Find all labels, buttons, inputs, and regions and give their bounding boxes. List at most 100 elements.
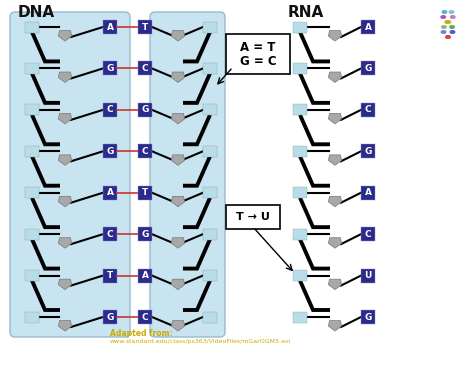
FancyBboxPatch shape <box>361 186 375 200</box>
FancyBboxPatch shape <box>103 144 117 158</box>
Polygon shape <box>172 238 184 248</box>
Text: Adapted from:: Adapted from: <box>110 329 173 338</box>
FancyBboxPatch shape <box>103 20 117 34</box>
FancyBboxPatch shape <box>293 104 307 115</box>
Ellipse shape <box>445 35 451 39</box>
FancyBboxPatch shape <box>293 22 307 33</box>
Text: C: C <box>142 312 148 321</box>
FancyBboxPatch shape <box>25 312 39 323</box>
FancyBboxPatch shape <box>203 229 217 240</box>
Polygon shape <box>328 279 342 290</box>
Text: C: C <box>142 64 148 73</box>
Text: T: T <box>142 188 148 197</box>
FancyBboxPatch shape <box>25 146 39 157</box>
Text: C: C <box>107 230 113 239</box>
FancyBboxPatch shape <box>103 186 117 200</box>
FancyBboxPatch shape <box>138 103 152 117</box>
Text: G = C: G = C <box>240 55 276 68</box>
Polygon shape <box>172 196 184 207</box>
Polygon shape <box>58 113 72 124</box>
Polygon shape <box>172 321 184 331</box>
Text: A: A <box>142 271 148 280</box>
FancyBboxPatch shape <box>138 227 152 241</box>
Text: G: G <box>365 312 372 321</box>
FancyBboxPatch shape <box>293 63 307 74</box>
Polygon shape <box>328 238 342 248</box>
FancyBboxPatch shape <box>138 269 152 283</box>
FancyBboxPatch shape <box>203 63 217 74</box>
Ellipse shape <box>449 30 456 34</box>
FancyBboxPatch shape <box>203 22 217 33</box>
FancyBboxPatch shape <box>203 146 217 157</box>
FancyBboxPatch shape <box>361 103 375 117</box>
Text: U: U <box>365 271 372 280</box>
FancyBboxPatch shape <box>25 229 39 240</box>
Ellipse shape <box>450 15 456 19</box>
Text: G: G <box>106 312 114 321</box>
FancyBboxPatch shape <box>138 61 152 76</box>
Polygon shape <box>172 279 184 290</box>
Polygon shape <box>328 30 342 41</box>
Ellipse shape <box>448 10 455 14</box>
Ellipse shape <box>445 35 451 39</box>
Ellipse shape <box>440 15 446 19</box>
Polygon shape <box>172 72 184 83</box>
Polygon shape <box>328 155 342 166</box>
Text: T: T <box>107 271 113 280</box>
Ellipse shape <box>440 30 447 34</box>
FancyBboxPatch shape <box>138 310 152 324</box>
Polygon shape <box>328 321 342 331</box>
FancyBboxPatch shape <box>361 61 375 76</box>
FancyBboxPatch shape <box>103 61 117 76</box>
FancyBboxPatch shape <box>138 20 152 34</box>
Text: G: G <box>365 64 372 73</box>
FancyBboxPatch shape <box>293 187 307 198</box>
FancyBboxPatch shape <box>361 144 375 158</box>
FancyBboxPatch shape <box>25 22 39 33</box>
FancyBboxPatch shape <box>226 34 290 74</box>
Polygon shape <box>58 196 72 207</box>
Polygon shape <box>58 279 72 290</box>
Ellipse shape <box>441 25 447 29</box>
Polygon shape <box>172 155 184 166</box>
Text: G: G <box>141 105 149 115</box>
Text: www.standard.edu/class/ps363/VideoFiles/mGarOGM3.avi: www.standard.edu/class/ps363/VideoFiles/… <box>110 339 292 344</box>
Polygon shape <box>58 321 72 331</box>
FancyBboxPatch shape <box>103 103 117 117</box>
Polygon shape <box>328 72 342 83</box>
Polygon shape <box>328 196 342 207</box>
Text: A = T: A = T <box>240 41 276 54</box>
FancyBboxPatch shape <box>103 227 117 241</box>
Ellipse shape <box>444 20 450 24</box>
FancyBboxPatch shape <box>103 269 117 283</box>
Text: A: A <box>107 22 113 32</box>
FancyBboxPatch shape <box>203 104 217 115</box>
FancyBboxPatch shape <box>25 63 39 74</box>
Text: C: C <box>365 230 371 239</box>
FancyBboxPatch shape <box>293 146 307 157</box>
Polygon shape <box>58 30 72 41</box>
FancyBboxPatch shape <box>293 270 307 281</box>
Text: G: G <box>106 147 114 156</box>
Text: G: G <box>365 147 372 156</box>
FancyBboxPatch shape <box>361 227 375 241</box>
FancyBboxPatch shape <box>361 310 375 324</box>
Polygon shape <box>58 238 72 248</box>
Text: A: A <box>107 188 113 197</box>
FancyBboxPatch shape <box>293 312 307 323</box>
Text: C: C <box>365 105 371 115</box>
Polygon shape <box>58 155 72 166</box>
FancyBboxPatch shape <box>25 187 39 198</box>
FancyBboxPatch shape <box>203 187 217 198</box>
FancyBboxPatch shape <box>361 269 375 283</box>
Text: C: C <box>142 147 148 156</box>
Text: RNA: RNA <box>288 5 324 20</box>
FancyBboxPatch shape <box>226 205 280 229</box>
FancyBboxPatch shape <box>150 12 225 337</box>
FancyBboxPatch shape <box>25 270 39 281</box>
Text: C: C <box>107 105 113 115</box>
FancyBboxPatch shape <box>203 270 217 281</box>
Polygon shape <box>172 30 184 41</box>
FancyBboxPatch shape <box>103 310 117 324</box>
FancyBboxPatch shape <box>138 186 152 200</box>
